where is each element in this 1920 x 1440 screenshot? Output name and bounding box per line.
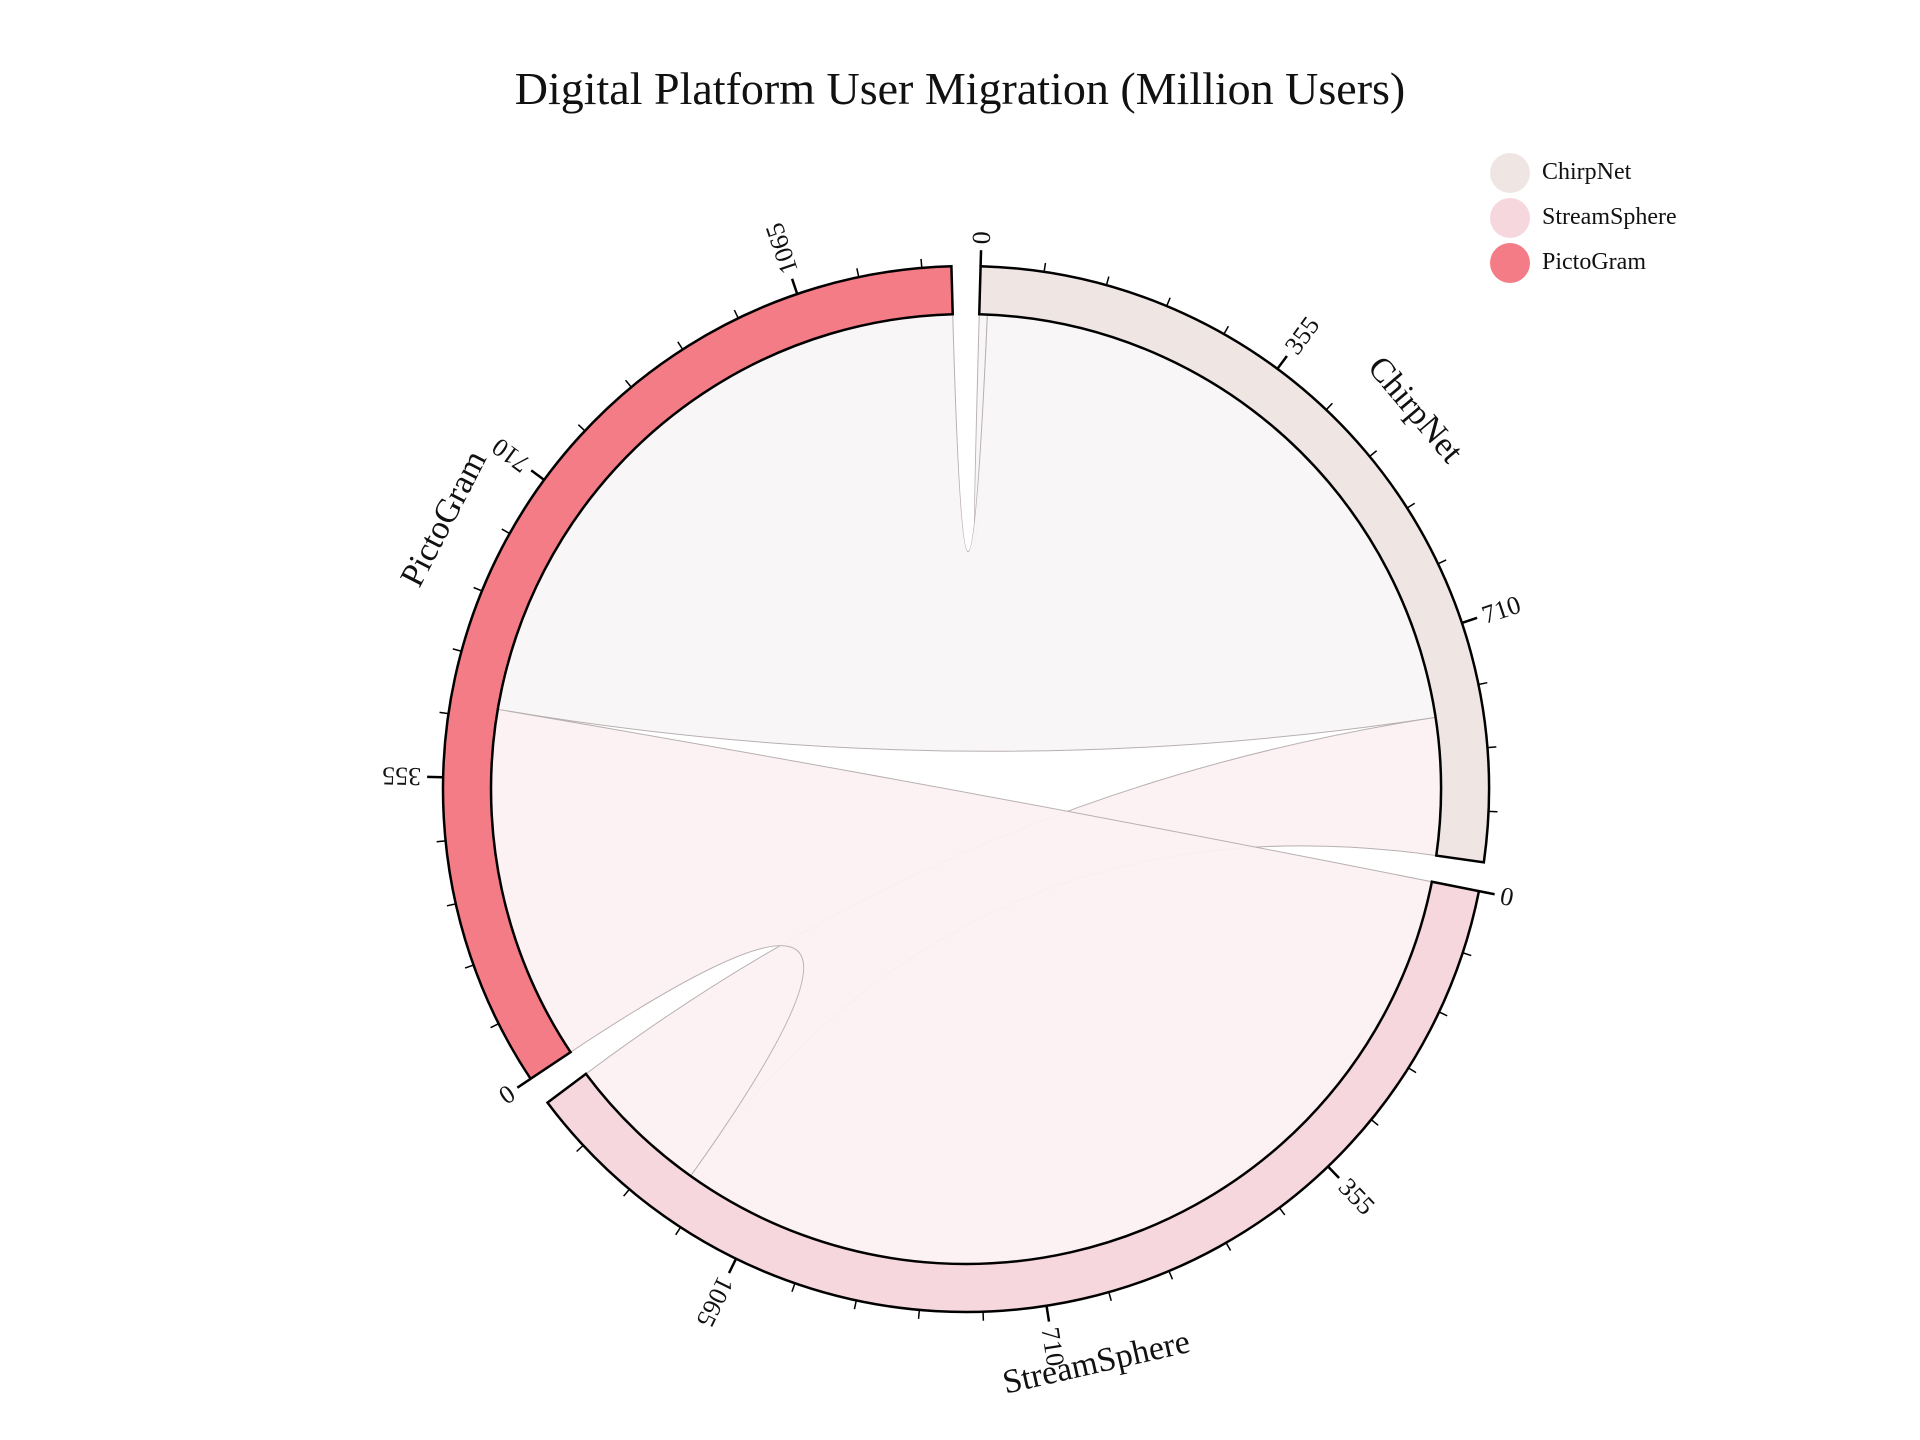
minor-tick-pictogram <box>856 268 860 278</box>
minor-tick-pictogram <box>501 528 511 535</box>
minor-tick-pictogram <box>446 903 456 907</box>
major-tick-chirpnet <box>1461 616 1478 625</box>
legend-item-pictogram[interactable]: PictoGram <box>1490 240 1677 285</box>
minor-tick-pictogram <box>490 1023 499 1029</box>
major-tick-pictogram <box>530 469 545 481</box>
minor-tick-streamsphere <box>1168 1270 1174 1280</box>
minor-tick-streamsphere <box>853 1300 858 1310</box>
minor-tick-streamsphere <box>917 1309 921 1319</box>
minor-tick-chirpnet <box>1043 262 1047 272</box>
group-arc-streamsphere <box>545 880 1481 1314</box>
minor-tick-streamsphere <box>1370 1119 1379 1126</box>
legend-swatch <box>1490 242 1530 283</box>
tick-label-pictogram: 710 <box>486 432 535 478</box>
major-tick-pictogram <box>516 1077 532 1089</box>
minor-tick-chirpnet <box>1165 297 1171 307</box>
group-label-streamsphere: StreamSphere <box>999 1323 1193 1401</box>
legend: ChirpNet StreamSphere PictoGram <box>1490 150 1677 285</box>
major-tick-streamsphere <box>1327 1165 1340 1179</box>
group-label-pictogram: PictoGram <box>394 445 495 593</box>
major-tick-streamsphere <box>1478 889 1495 896</box>
minor-tick-pictogram <box>436 840 446 843</box>
minor-tick-chirpnet <box>1369 450 1378 458</box>
major-tick-streamsphere <box>727 1258 738 1274</box>
minor-tick-pictogram <box>733 309 739 319</box>
legend-swatch <box>1490 197 1530 238</box>
minor-tick-pictogram <box>920 258 923 268</box>
minor-tick-chirpnet <box>1406 502 1416 509</box>
minor-tick-pictogram <box>464 964 474 969</box>
legend-swatch <box>1490 152 1530 193</box>
minor-tick-pictogram <box>577 424 586 432</box>
minor-tick-pictogram <box>439 711 449 715</box>
tick-label-streamsphere: 355 <box>1333 1172 1381 1220</box>
tick-label-chirpnet: 355 <box>1279 311 1326 360</box>
minor-tick-pictogram <box>677 341 684 350</box>
minor-tick-chirpnet <box>1478 681 1488 686</box>
minor-tick-streamsphere <box>623 1188 630 1197</box>
group-arcs-layer <box>441 264 1491 1314</box>
chords-layer <box>490 313 1442 1265</box>
group-label-chirpnet: ChirpNet <box>1360 349 1470 470</box>
chart-title: Digital Platform User Migration (Million… <box>514 63 1406 114</box>
legend-label: ChirpNet <box>1542 159 1632 185</box>
minor-tick-chirpnet <box>1487 746 1497 749</box>
minor-tick-pictogram <box>452 648 462 652</box>
minor-tick-chirpnet <box>1105 276 1110 286</box>
tick-label-pictogram: 355 <box>382 761 422 791</box>
minor-tick-streamsphere <box>791 1282 796 1292</box>
tick-label-streamsphere: 1065 <box>690 1272 739 1331</box>
minor-tick-chirpnet <box>1223 325 1230 335</box>
major-tick-streamsphere <box>1045 1305 1051 1322</box>
minor-tick-streamsphere <box>1225 1242 1232 1251</box>
minor-tick-streamsphere <box>1438 1011 1448 1017</box>
minor-tick-streamsphere <box>1108 1291 1112 1301</box>
minor-tick-chirpnet <box>1437 559 1447 565</box>
tick-label-pictogram: 0 <box>493 1079 520 1110</box>
tick-label-chirpnet: 0 <box>967 231 996 245</box>
minor-tick-pictogram <box>473 586 483 592</box>
tick-label-pictogram: 1065 <box>760 219 804 278</box>
legend-label: PictoGram <box>1542 249 1646 275</box>
group-arc-chirpnet <box>977 264 1491 864</box>
minor-tick-streamsphere <box>1408 1067 1417 1074</box>
legend-item-streamsphere[interactable]: StreamSphere <box>1490 195 1677 240</box>
group-arc-pictogram <box>441 264 955 1081</box>
major-tick-chirpnet <box>1276 355 1288 370</box>
minor-tick-streamsphere <box>1462 952 1472 957</box>
tick-label-streamsphere: 0 <box>1498 881 1516 912</box>
major-tick-pictogram <box>790 278 799 295</box>
tick-label-streamsphere: 710 <box>1036 1325 1071 1368</box>
minor-tick-streamsphere <box>675 1226 682 1236</box>
legend-item-chirpnet[interactable]: ChirpNet <box>1490 150 1677 195</box>
minor-tick-chirpnet <box>1325 402 1333 411</box>
minor-tick-pictogram <box>624 379 632 388</box>
minor-tick-streamsphere <box>1278 1207 1286 1216</box>
tick-label-chirpnet: 710 <box>1478 590 1524 630</box>
minor-tick-streamsphere <box>576 1144 584 1153</box>
legend-label: StreamSphere <box>1542 204 1677 230</box>
